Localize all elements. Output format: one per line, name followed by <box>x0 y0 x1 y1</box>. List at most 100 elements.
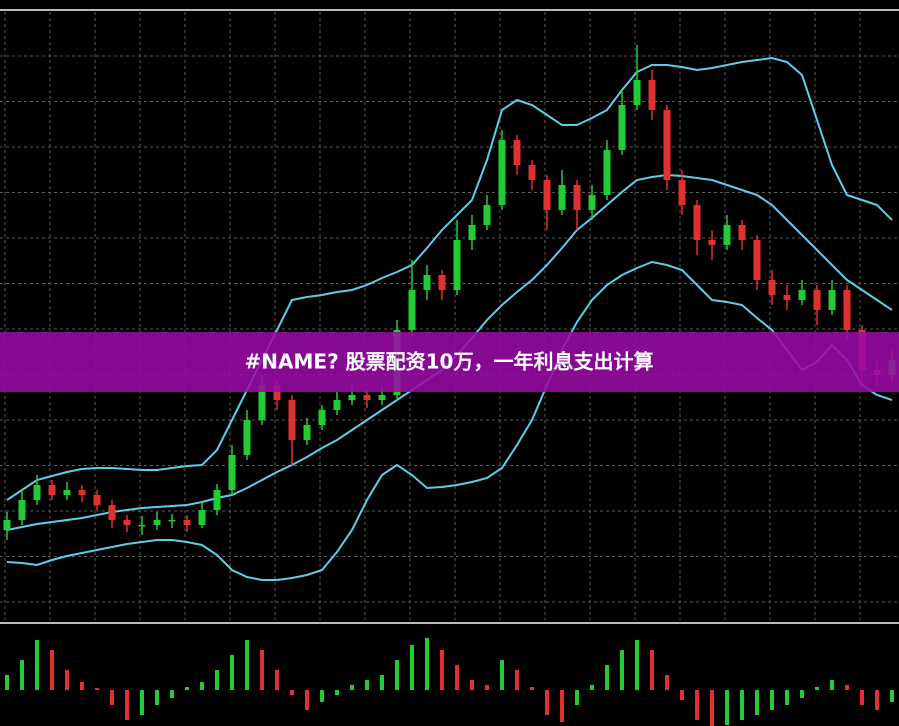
histogram-bar <box>260 650 264 690</box>
histogram-bar <box>830 680 834 690</box>
candle-body <box>783 295 791 300</box>
candle-body <box>318 410 326 425</box>
histogram-bar <box>185 687 189 690</box>
histogram-bar <box>5 675 9 690</box>
candle-body <box>258 385 266 420</box>
histogram-bar <box>665 675 669 690</box>
histogram-bar <box>590 685 594 690</box>
candle-body <box>378 395 386 400</box>
histogram-bar <box>725 690 729 725</box>
candle-body <box>678 180 686 205</box>
histogram-bar <box>620 650 624 690</box>
candle-body <box>138 525 146 527</box>
histogram-bar <box>845 685 849 690</box>
title-banner <box>0 332 899 392</box>
histogram-bar <box>440 650 444 690</box>
band-line <box>6 260 893 581</box>
candle-body <box>333 400 341 410</box>
candle-body <box>33 485 41 500</box>
band-line <box>6 56 893 501</box>
histogram-bar <box>335 690 339 695</box>
histogram-bar <box>890 690 894 702</box>
candle-body <box>483 205 491 225</box>
candle-body <box>348 395 356 400</box>
histogram-bar <box>575 690 579 705</box>
candle-body <box>558 185 566 210</box>
histogram-bar <box>635 640 639 690</box>
histogram-bar <box>320 690 324 702</box>
candle-body <box>408 290 416 330</box>
histogram-bar <box>560 690 564 722</box>
candle-body <box>738 225 746 240</box>
candle-body <box>273 385 281 400</box>
histogram-bar <box>200 682 204 690</box>
histogram-bar <box>65 670 69 690</box>
title: #NAME? 股票配资10万，一年利息支出计算 <box>245 350 654 374</box>
candle-body <box>798 290 806 300</box>
candle-body <box>108 505 116 520</box>
histogram-bar <box>290 690 294 695</box>
histogram-bar <box>530 687 534 690</box>
candle-body <box>693 205 701 240</box>
candle-body <box>648 80 656 110</box>
histogram-bar <box>215 670 219 690</box>
candle-body <box>18 500 26 520</box>
histogram-bar <box>230 655 234 690</box>
histogram-bar <box>515 670 519 690</box>
histogram-bar <box>80 682 84 690</box>
histogram-bar <box>20 660 24 690</box>
histogram-bar <box>605 665 609 690</box>
histogram-bar <box>545 690 549 715</box>
candle-body <box>228 455 236 490</box>
candle-body <box>663 110 671 180</box>
histogram-bar <box>755 690 759 715</box>
histogram-bar <box>125 690 129 720</box>
histogram-bar <box>710 690 714 726</box>
candle-body <box>63 490 71 495</box>
histogram-bar <box>140 690 144 715</box>
histogram-bar <box>470 680 474 690</box>
histogram-bar <box>380 675 384 690</box>
candle-body <box>723 225 731 245</box>
histogram-bar <box>35 640 39 690</box>
histogram-bar <box>50 650 54 690</box>
histogram-bar <box>770 690 774 710</box>
histogram-bar <box>860 690 864 705</box>
histogram-bar <box>800 690 804 698</box>
candle-body <box>708 240 716 245</box>
candle-body <box>123 520 131 525</box>
candle-body <box>843 290 851 330</box>
histogram-bar <box>680 690 684 700</box>
histogram-bar <box>275 670 279 690</box>
histogram-bar <box>485 685 489 690</box>
histogram-bar <box>425 638 429 690</box>
candle-body <box>603 150 611 195</box>
candle-body <box>93 495 101 505</box>
candle-body <box>243 420 251 455</box>
histogram-bar <box>875 690 879 710</box>
candle-body <box>588 195 596 210</box>
candle-body <box>513 140 521 165</box>
histogram-bar <box>455 665 459 690</box>
histogram-bar <box>365 680 369 690</box>
histogram-bar <box>740 690 744 720</box>
histogram-bar <box>410 645 414 690</box>
candle-body <box>828 290 836 310</box>
candle-body <box>618 105 626 150</box>
candle-body <box>213 490 221 510</box>
candle-body <box>423 275 431 290</box>
candle-body <box>528 165 536 180</box>
candle-body <box>813 290 821 310</box>
candle-body <box>78 490 86 495</box>
candle-body <box>468 225 476 240</box>
candle-body <box>153 520 161 525</box>
histogram-bar <box>350 685 354 690</box>
histogram-bar <box>305 690 309 710</box>
candle-body <box>633 80 641 105</box>
histogram-bar <box>695 690 699 720</box>
candle-body <box>288 400 296 440</box>
histogram-bar <box>170 690 174 698</box>
candle-body <box>543 180 551 210</box>
candle-body <box>453 240 461 290</box>
